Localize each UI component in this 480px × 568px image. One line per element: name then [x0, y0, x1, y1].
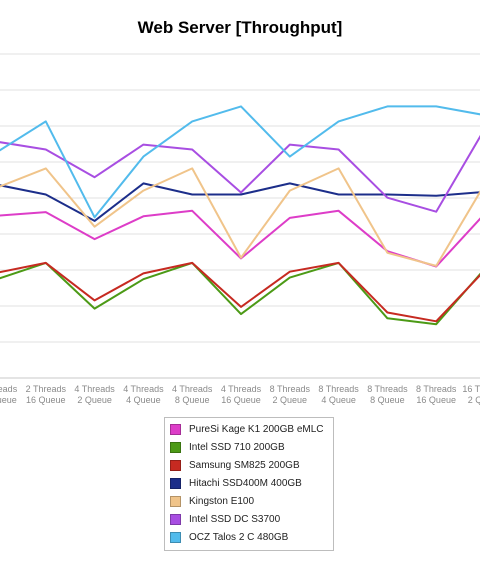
- legend-item: Samsung SM825 200GB: [165, 456, 333, 474]
- legend-label: OCZ Talos 2 C 480GB: [189, 531, 289, 543]
- x-tick-label: 2 Queue: [77, 395, 112, 405]
- legend-label: Hitachi SSD400M 400GB: [189, 477, 302, 489]
- legend-swatch: [170, 477, 181, 489]
- legend-label: Intel SSD 710 200GB: [189, 441, 285, 453]
- legend-label: PureSi Kage K1 200GB eMLC: [189, 423, 324, 435]
- x-tick-label: 4 Queue: [126, 395, 161, 405]
- gridlines: [0, 53, 480, 379]
- series-line-2: [0, 261, 480, 326]
- x-tick-label: 4 Threads: [172, 384, 213, 394]
- series-line-5: [0, 167, 480, 267]
- series-line-3: [0, 261, 480, 323]
- legend-item: Intel SSD DC S3700: [165, 510, 333, 528]
- legend-swatch: [170, 513, 181, 525]
- x-tick-label: 8 Queue: [175, 395, 210, 405]
- x-tick-label: 4 Threads: [123, 384, 164, 394]
- legend-label: Kingston E100: [189, 495, 255, 507]
- x-tick-label: 8 Threads: [318, 384, 359, 394]
- x-tick-label: 1 Threads: [0, 384, 18, 394]
- x-tick-label: 2 Queue: [468, 395, 480, 405]
- x-tick-label: 8 Queue: [370, 395, 405, 405]
- x-tick-label: 8 Threads: [367, 384, 408, 394]
- x-tick-label: 4 Threads: [221, 384, 262, 394]
- x-tick-label: 16 Queue: [416, 395, 456, 405]
- legend-item: PureSi Kage K1 200GB eMLC: [165, 420, 333, 438]
- x-tick-label: 16 Queue: [221, 395, 261, 405]
- legend-label: Intel SSD DC S3700: [189, 513, 281, 525]
- series-line-4: [0, 182, 480, 222]
- series-line-7: [0, 105, 480, 219]
- legend-item: OCZ Talos 2 C 480GB: [165, 528, 333, 546]
- legend-swatch: [170, 423, 181, 435]
- legend: PureSi Kage K1 200GB eMLC Intel SSD 710 2…: [164, 417, 334, 551]
- legend-swatch: [170, 459, 181, 471]
- x-tick-label: 16 Queue: [0, 395, 17, 405]
- legend-swatch: [170, 531, 181, 543]
- x-tick-label: 4 Threads: [74, 384, 115, 394]
- x-tick-label: 16 Threads: [462, 384, 480, 394]
- legend-swatch: [170, 495, 181, 507]
- x-tick-label: 8 Threads: [416, 384, 457, 394]
- series-lines: [0, 105, 480, 326]
- chart-title: Web Server [Throughput]: [137, 18, 343, 37]
- x-tick-label: 2 Threads: [26, 384, 67, 394]
- legend-item: Hitachi SSD400M 400GB: [165, 474, 333, 492]
- legend-label: Samsung SM825 200GB: [189, 459, 300, 471]
- legend-item: Kingston E100: [165, 492, 333, 510]
- legend-item: Intel SSD 710 200GB: [165, 438, 333, 456]
- x-tick-label: 4 Queue: [321, 395, 356, 405]
- x-tick-label: 16 Queue: [26, 395, 66, 405]
- series-line-6: [0, 134, 480, 213]
- x-tick-label: 2 Queue: [273, 395, 308, 405]
- legend-swatch: [170, 441, 181, 453]
- x-tick-label: 8 Threads: [270, 384, 311, 394]
